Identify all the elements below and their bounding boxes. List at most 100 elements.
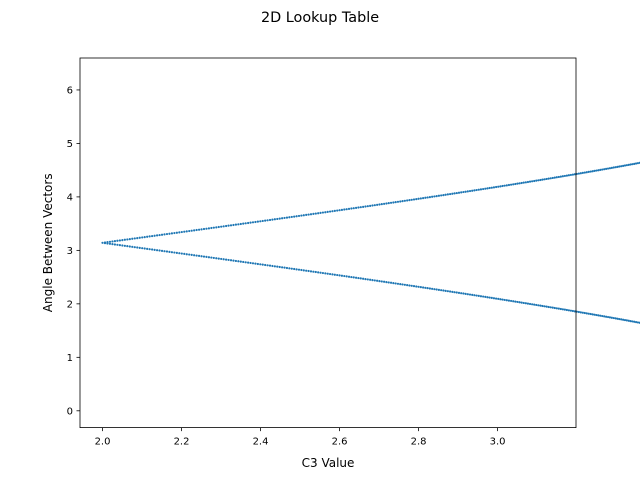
data-point (234, 259, 237, 263)
data-point (468, 293, 472, 296)
data-point (488, 186, 491, 190)
data-point (484, 187, 487, 190)
data-point (319, 271, 322, 274)
data-point (512, 300, 515, 303)
data-point (618, 317, 621, 321)
data-point (466, 190, 469, 193)
data-point (462, 292, 465, 295)
data-point (261, 263, 264, 266)
data-point (364, 205, 367, 208)
x-tick-label: 2.4 (253, 437, 269, 448)
data-point (516, 300, 519, 304)
data-point (569, 309, 573, 312)
data-point (143, 247, 146, 250)
data-point (541, 304, 544, 308)
data-point (567, 309, 571, 312)
data-point (524, 302, 527, 305)
data-point (220, 257, 223, 261)
data-point (555, 307, 558, 310)
data-point (464, 190, 467, 193)
data-point (366, 278, 369, 281)
data-point (442, 289, 445, 292)
data-point (389, 201, 393, 204)
data-point (234, 223, 238, 226)
data-point (505, 299, 508, 302)
data-point (328, 272, 332, 276)
data-point (460, 292, 463, 295)
data-point (516, 182, 519, 185)
data-point (539, 178, 542, 182)
data-point (193, 229, 196, 232)
data-point (373, 279, 376, 282)
data-point (225, 258, 228, 261)
data-point (297, 268, 301, 271)
data-point (373, 204, 376, 207)
data-point (385, 281, 388, 284)
data-point (312, 270, 315, 273)
x-tick-label: 3.0 (490, 437, 506, 448)
data-point (634, 320, 638, 324)
data-point (428, 287, 431, 290)
data-point (343, 274, 346, 278)
data-point (622, 164, 625, 167)
data-point (477, 188, 480, 191)
data-point (486, 296, 489, 299)
data-point (163, 233, 166, 236)
chart-title: 2D Lookup Table (261, 10, 379, 26)
data-point (623, 164, 627, 167)
data-point (268, 264, 272, 267)
data-point (507, 299, 511, 302)
y-tick-label: 5 (67, 139, 73, 150)
data-point (424, 286, 427, 289)
data-point (557, 175, 560, 179)
data-point (300, 268, 303, 272)
data-point (207, 256, 211, 259)
data-point (553, 306, 556, 310)
data-point (495, 185, 498, 189)
data-point (251, 262, 255, 265)
data-point (165, 250, 169, 253)
data-point (290, 267, 293, 270)
data-point (433, 288, 436, 291)
data-point (475, 294, 478, 297)
data-point (281, 217, 284, 220)
data-point (101, 241, 104, 244)
data-point (577, 310, 580, 314)
data-point (591, 170, 594, 173)
data-point (486, 187, 489, 190)
data-point (237, 223, 240, 226)
data-point (539, 304, 542, 307)
data-point (612, 316, 615, 320)
data-point (108, 240, 112, 243)
data-point (331, 273, 334, 276)
data-point (490, 296, 493, 299)
data-point (633, 320, 636, 323)
data-point (435, 194, 438, 198)
data-point (160, 233, 164, 236)
data-point (319, 211, 322, 214)
data-point (251, 221, 255, 224)
y-tick-label: 4 (67, 192, 73, 203)
data-point (631, 163, 634, 166)
data-point (244, 222, 247, 225)
data-point (285, 216, 289, 219)
data-point (131, 237, 134, 240)
data-point (387, 202, 390, 205)
data-point (113, 240, 117, 243)
data-point (138, 246, 141, 249)
data-point (183, 230, 186, 233)
data-point (415, 285, 418, 288)
data-point (366, 205, 369, 208)
data-point (247, 261, 250, 264)
y-axis-label: Angle Between Vectors (41, 173, 55, 312)
data-point (148, 248, 151, 251)
data-point (371, 204, 374, 207)
data-point (610, 166, 613, 169)
data-point (278, 217, 281, 220)
data-point (636, 321, 640, 324)
data-point (606, 167, 610, 170)
data-point (471, 293, 474, 296)
data-point (331, 210, 334, 213)
data-point (528, 180, 532, 183)
data-point (376, 203, 379, 206)
